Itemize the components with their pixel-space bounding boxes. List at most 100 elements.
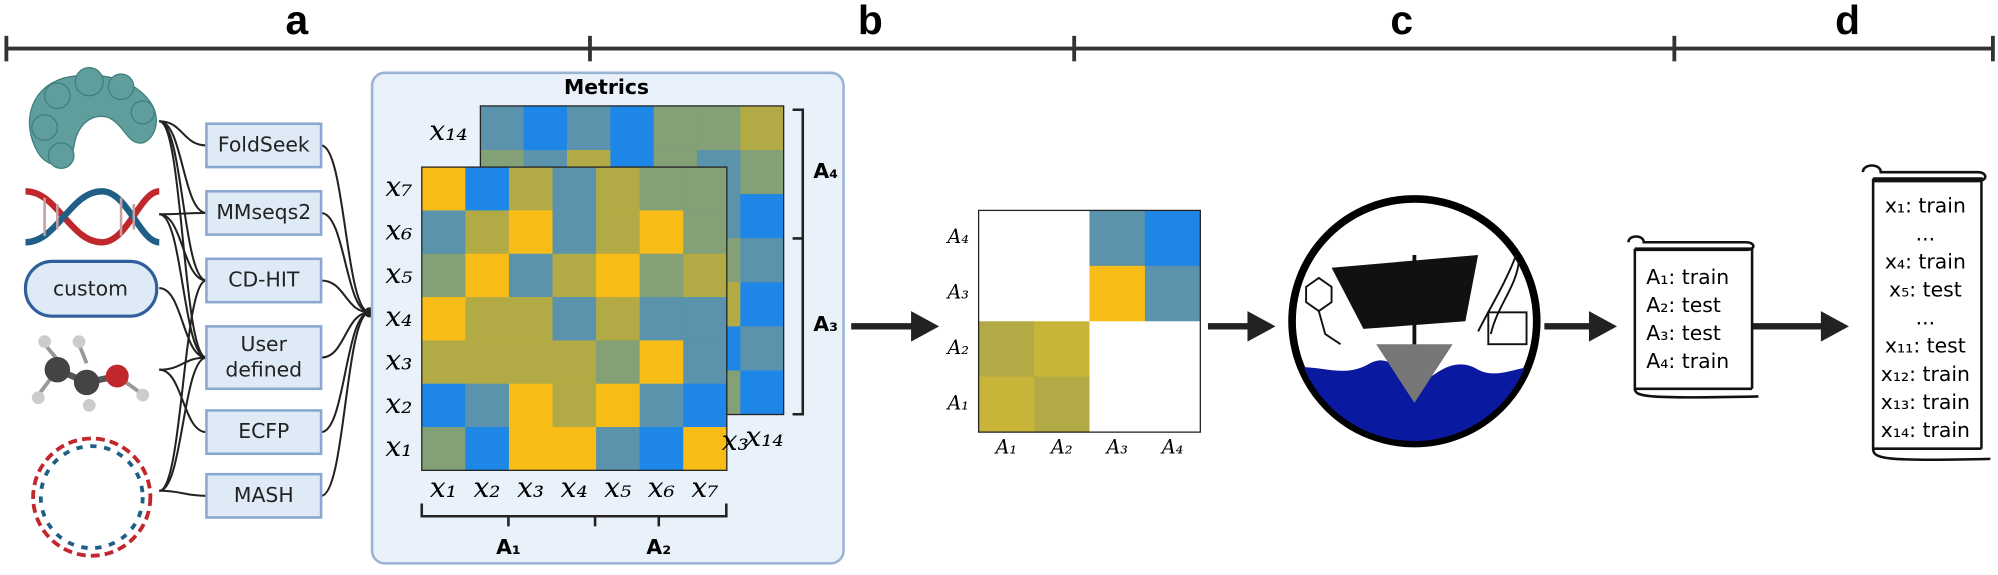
dna-icon-part [43,197,136,236]
connector [320,311,370,497]
tool-label: CD-HIT [228,267,300,291]
row-label: x₁ [385,430,412,463]
section-label: c [1390,0,1413,43]
cluster-cell [1144,210,1201,267]
brackets-part [792,108,805,416]
cluster-label: A₃ [813,312,838,336]
heatmap-cell [740,194,785,239]
sample-assignment: x₁: train [1885,194,1966,218]
heatmap-cell [697,105,741,151]
connector [321,279,370,314]
brackets-part [420,503,728,527]
cluster-label: A₂ [646,535,671,559]
heatmap-cell [552,253,597,298]
protein-icon-part [31,114,58,141]
heatmap-cell [480,105,525,151]
cluster-cell [978,210,1035,267]
cluster-cell [1144,321,1201,378]
sample-assignment: ... [1916,222,1935,246]
connector [320,311,370,359]
connectors [158,120,375,497]
connector [159,211,207,216]
custom-label: custom [53,276,128,300]
cluster-cell [1144,376,1201,433]
protein-icon-part [43,82,71,110]
heatmap-cell [508,383,553,428]
heatmap-cell [639,383,684,428]
tool-label: defined [225,357,302,381]
sample-assignment: x₁₁: test [1885,334,1966,358]
column-label: x₄ [561,471,588,504]
back-column-label: x₁₄ [745,420,783,453]
plasmid-icon-part [38,444,145,550]
cluster-frame [977,209,1201,433]
logo-part [1331,255,1479,329]
heatmap-cell [596,210,641,255]
molecule-icon-part [38,335,51,349]
connector [320,144,370,314]
cluster-cell [1034,210,1090,267]
molecule-icon-part [73,369,100,396]
heatmap-cell [639,210,684,255]
cluster-matrix: A₄ A₃ A₂ A₁ A₁ A₂ A₃ A₄ [945,209,1201,459]
tool-label: MMseqs2 [216,200,311,224]
heatmap-cell [596,427,641,471]
section-label: a [286,0,309,43]
timeline [4,35,1995,62]
row-label: A₃ [945,281,968,304]
cluster-assignment: A₂: test [1646,293,1721,317]
heatmap-cell [465,253,510,298]
scroll [1627,235,1759,399]
heatmap-cell [639,297,684,341]
connector [158,279,207,492]
cluster-cell [1034,376,1090,433]
molecule-icon-part [44,356,71,383]
heatmap-cell [740,150,785,195]
heatmap-cell [740,105,785,151]
connector [159,213,207,282]
molecule-icon-part [72,335,86,349]
row-label: x₅ [385,257,412,290]
heatmap-cell [421,167,466,211]
heatmap-cell [596,340,641,385]
logo-part [1376,344,1453,403]
cluster-cell [1089,376,1146,433]
connector [320,211,370,314]
row-label: x₆ [385,214,412,247]
heatmap-cell [740,370,785,415]
dna-icon-part [25,188,161,246]
heatmap-cell [683,253,728,298]
tool-label: User [241,332,288,356]
heatmap-cell [552,210,597,255]
cluster-assignment: A₄: train [1646,349,1729,373]
cluster-cell [978,321,1035,378]
connector [159,120,207,147]
row-label: A₄ [945,225,968,248]
row-label: x₂ [385,387,412,420]
metrics-title: Metrics [564,75,649,99]
sample-assignment: x₁₃: train [1881,390,1970,414]
heatmap-cell [508,210,553,255]
tool-label: FoldSeek [218,132,310,156]
protein-icon-part [47,142,75,169]
protein-icon-part [130,100,155,125]
column-label: x₂ [473,471,500,504]
cluster-cell [1034,265,1090,322]
tool-box [205,190,323,236]
heatmap-cell [552,340,597,385]
sample-assignment: x₅: test [1889,278,1962,302]
cluster-cell [1089,210,1146,267]
heatmap-cell [421,340,466,385]
heatmap-cell [552,383,597,428]
arrows-part [1247,311,1276,342]
heatmap-cell [567,105,611,151]
arrows-part [1588,311,1618,342]
back-row-label: x₁₄ [429,114,467,147]
scroll-part [1861,164,1991,462]
connector [158,120,207,282]
connector [158,356,207,492]
heatmap-cell [639,340,684,385]
heatmap-cell [465,297,510,341]
row-label: x₇ [385,170,412,203]
